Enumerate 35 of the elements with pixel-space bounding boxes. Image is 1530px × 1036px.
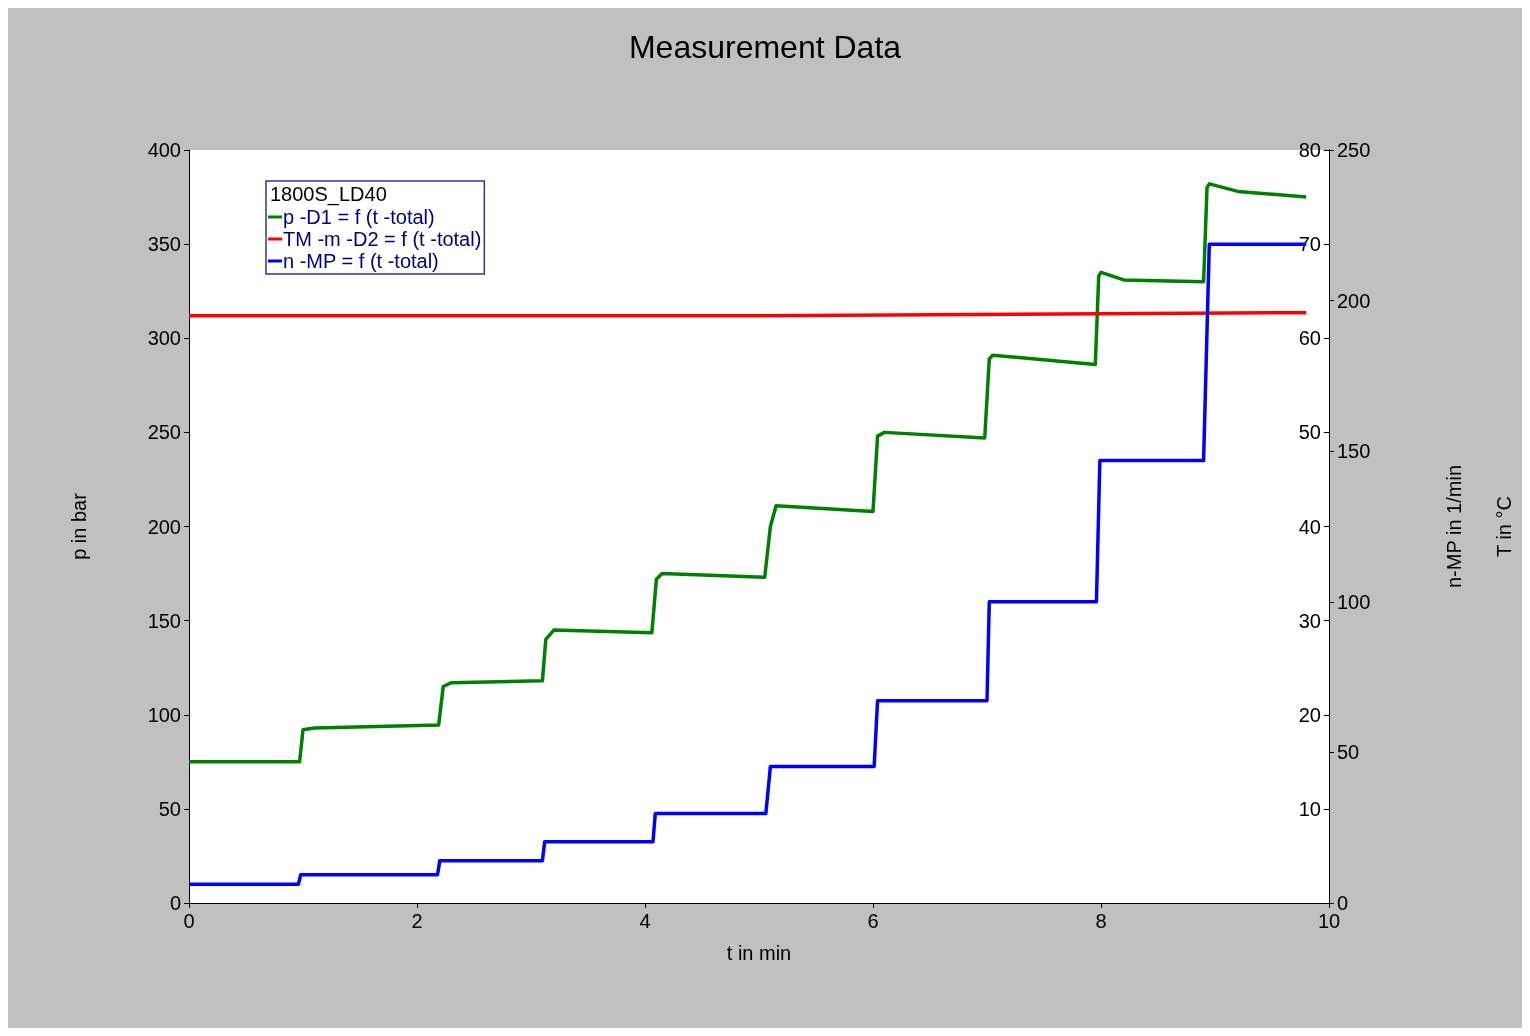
x-tick-label: 4	[639, 910, 651, 932]
y2-tick-label: 10	[1298, 797, 1321, 820]
legend-title: 1800S_LD40	[270, 183, 387, 206]
x-tick-label: 8	[1095, 910, 1107, 932]
y3-tick-label: 250	[1337, 139, 1371, 161]
legend-label: p -D1 = f (t -total)	[283, 206, 435, 228]
y-tick-label: 250	[147, 421, 181, 444]
y-tick-label: 200	[147, 515, 181, 538]
x-tick-label: 2	[411, 910, 423, 932]
legend-label: TM -m -D2 = f (t -total)	[283, 228, 482, 250]
y-tick-label: 400	[147, 139, 181, 161]
y-tick-label: 350	[147, 233, 181, 256]
y2-tick-label: 50	[1298, 421, 1321, 444]
y3-tick-label: 150	[1337, 440, 1371, 463]
y3-tick-label: 50	[1337, 741, 1360, 764]
y2-tick-label: 40	[1298, 515, 1321, 538]
y2-tick-label: 30	[1298, 609, 1321, 632]
y-tick-label: 100	[147, 703, 181, 726]
legend-label: n -MP = f (t -total)	[283, 250, 439, 272]
y-tick-label: 300	[147, 327, 181, 350]
y3-axis-title: T in °C	[1493, 496, 1515, 557]
y2-axis-title: n-MP in 1/min	[1443, 464, 1465, 589]
y-axis-title: p in bar	[68, 492, 90, 560]
y3-tick-label: 100	[1337, 590, 1371, 613]
x-tick-label: 0	[183, 910, 195, 932]
x-axis-title: t in min	[726, 942, 792, 964]
y2-tick-label: 20	[1298, 703, 1321, 726]
y-tick-label: 0	[169, 892, 181, 914]
y2-tick-label: 80	[1298, 139, 1321, 161]
chart-title: Measurement Data	[628, 29, 902, 65]
x-tick-label: 6	[867, 910, 879, 932]
y2-tick-label: 60	[1298, 327, 1321, 350]
y-tick-label: 150	[147, 609, 181, 632]
y3-tick-label: 200	[1337, 289, 1371, 312]
y-tick-label: 50	[158, 797, 181, 820]
